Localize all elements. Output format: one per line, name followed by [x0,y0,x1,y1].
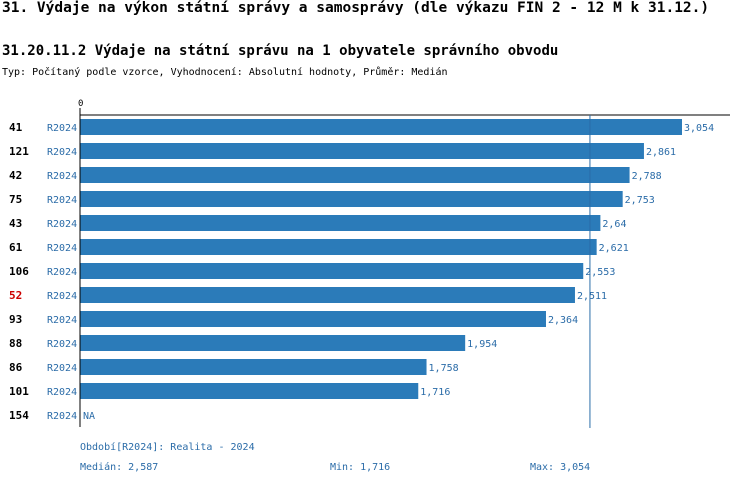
bar-value-label: 2,753 [625,195,655,206]
row-series-label: R2024 [47,267,77,278]
row-id-label: 101 [9,385,29,398]
bar-value-label: 2,364 [548,315,578,326]
page-title: 31. Výdaje na výkon státní správy a samo… [2,0,710,16]
row-id-label: 42 [9,169,22,182]
row-series-label: R2024 [47,219,77,230]
row-id-label: 106 [9,265,29,278]
bar-value-label: 1,758 [429,363,459,374]
row-series-label: R2024 [47,147,77,158]
axis-zero-label: 0 [78,99,83,109]
bar [80,287,575,303]
row-series-label: R2024 [47,339,77,350]
row-series-label: R2024 [47,243,77,254]
row-id-label: 121 [9,145,29,158]
row-series-label: R2024 [47,315,77,326]
row-id-label: 61 [9,241,23,254]
bar [80,335,466,351]
row-series-label: R2024 [47,171,77,182]
bar-value-label: 2,788 [632,171,662,182]
row-id-label: 43 [9,217,22,230]
bar [80,263,584,279]
row-id-label: 86 [9,361,23,374]
bar [80,119,682,135]
bar-value-label: 2,511 [577,291,607,302]
bar-value-label: 3,054 [684,123,714,134]
row-id-label: 88 [9,337,22,350]
row-series-label: R2024 [47,363,77,374]
bar [80,359,427,375]
bar [80,311,546,327]
footer-period: Období[R2024]: Realita - 2024 [80,442,255,453]
bar [80,383,419,399]
bar [80,239,597,255]
bar [80,143,644,159]
bar-value-label: 1,716 [420,387,450,398]
footer-min: Min: 1,716 [330,462,391,473]
footer-max: Max: 3,054 [530,462,591,473]
bar [80,191,623,207]
bar-value-label: 2,861 [646,147,676,158]
bar [80,215,601,231]
bar-value-label: NA [83,411,95,422]
row-id-label: 154 [9,409,29,422]
row-series-label: R2024 [47,411,77,422]
chart-type-line: Typ: Počítaný podle vzorce, Vyhodnocení:… [2,67,448,78]
bar-value-label: 1,954 [467,339,497,350]
row-series-label: R2024 [47,291,77,302]
row-series-label: R2024 [47,123,77,134]
row-id-label: 93 [9,313,22,326]
row-series-label: R2024 [47,195,77,206]
chart-subtitle: 31.20.11.2 Výdaje na státní správu na 1 … [2,43,559,59]
row-id-label: 41 [9,121,23,134]
bar-value-label: 2,621 [599,243,629,254]
bar-value-label: 2,553 [585,267,615,278]
row-id-label: 52 [9,289,22,302]
bar [80,167,630,183]
footer-median: Medián: 2,587 [80,462,159,473]
bar-value-label: 2,64 [602,219,626,230]
row-id-label: 75 [9,193,22,206]
row-series-label: R2024 [47,387,77,398]
